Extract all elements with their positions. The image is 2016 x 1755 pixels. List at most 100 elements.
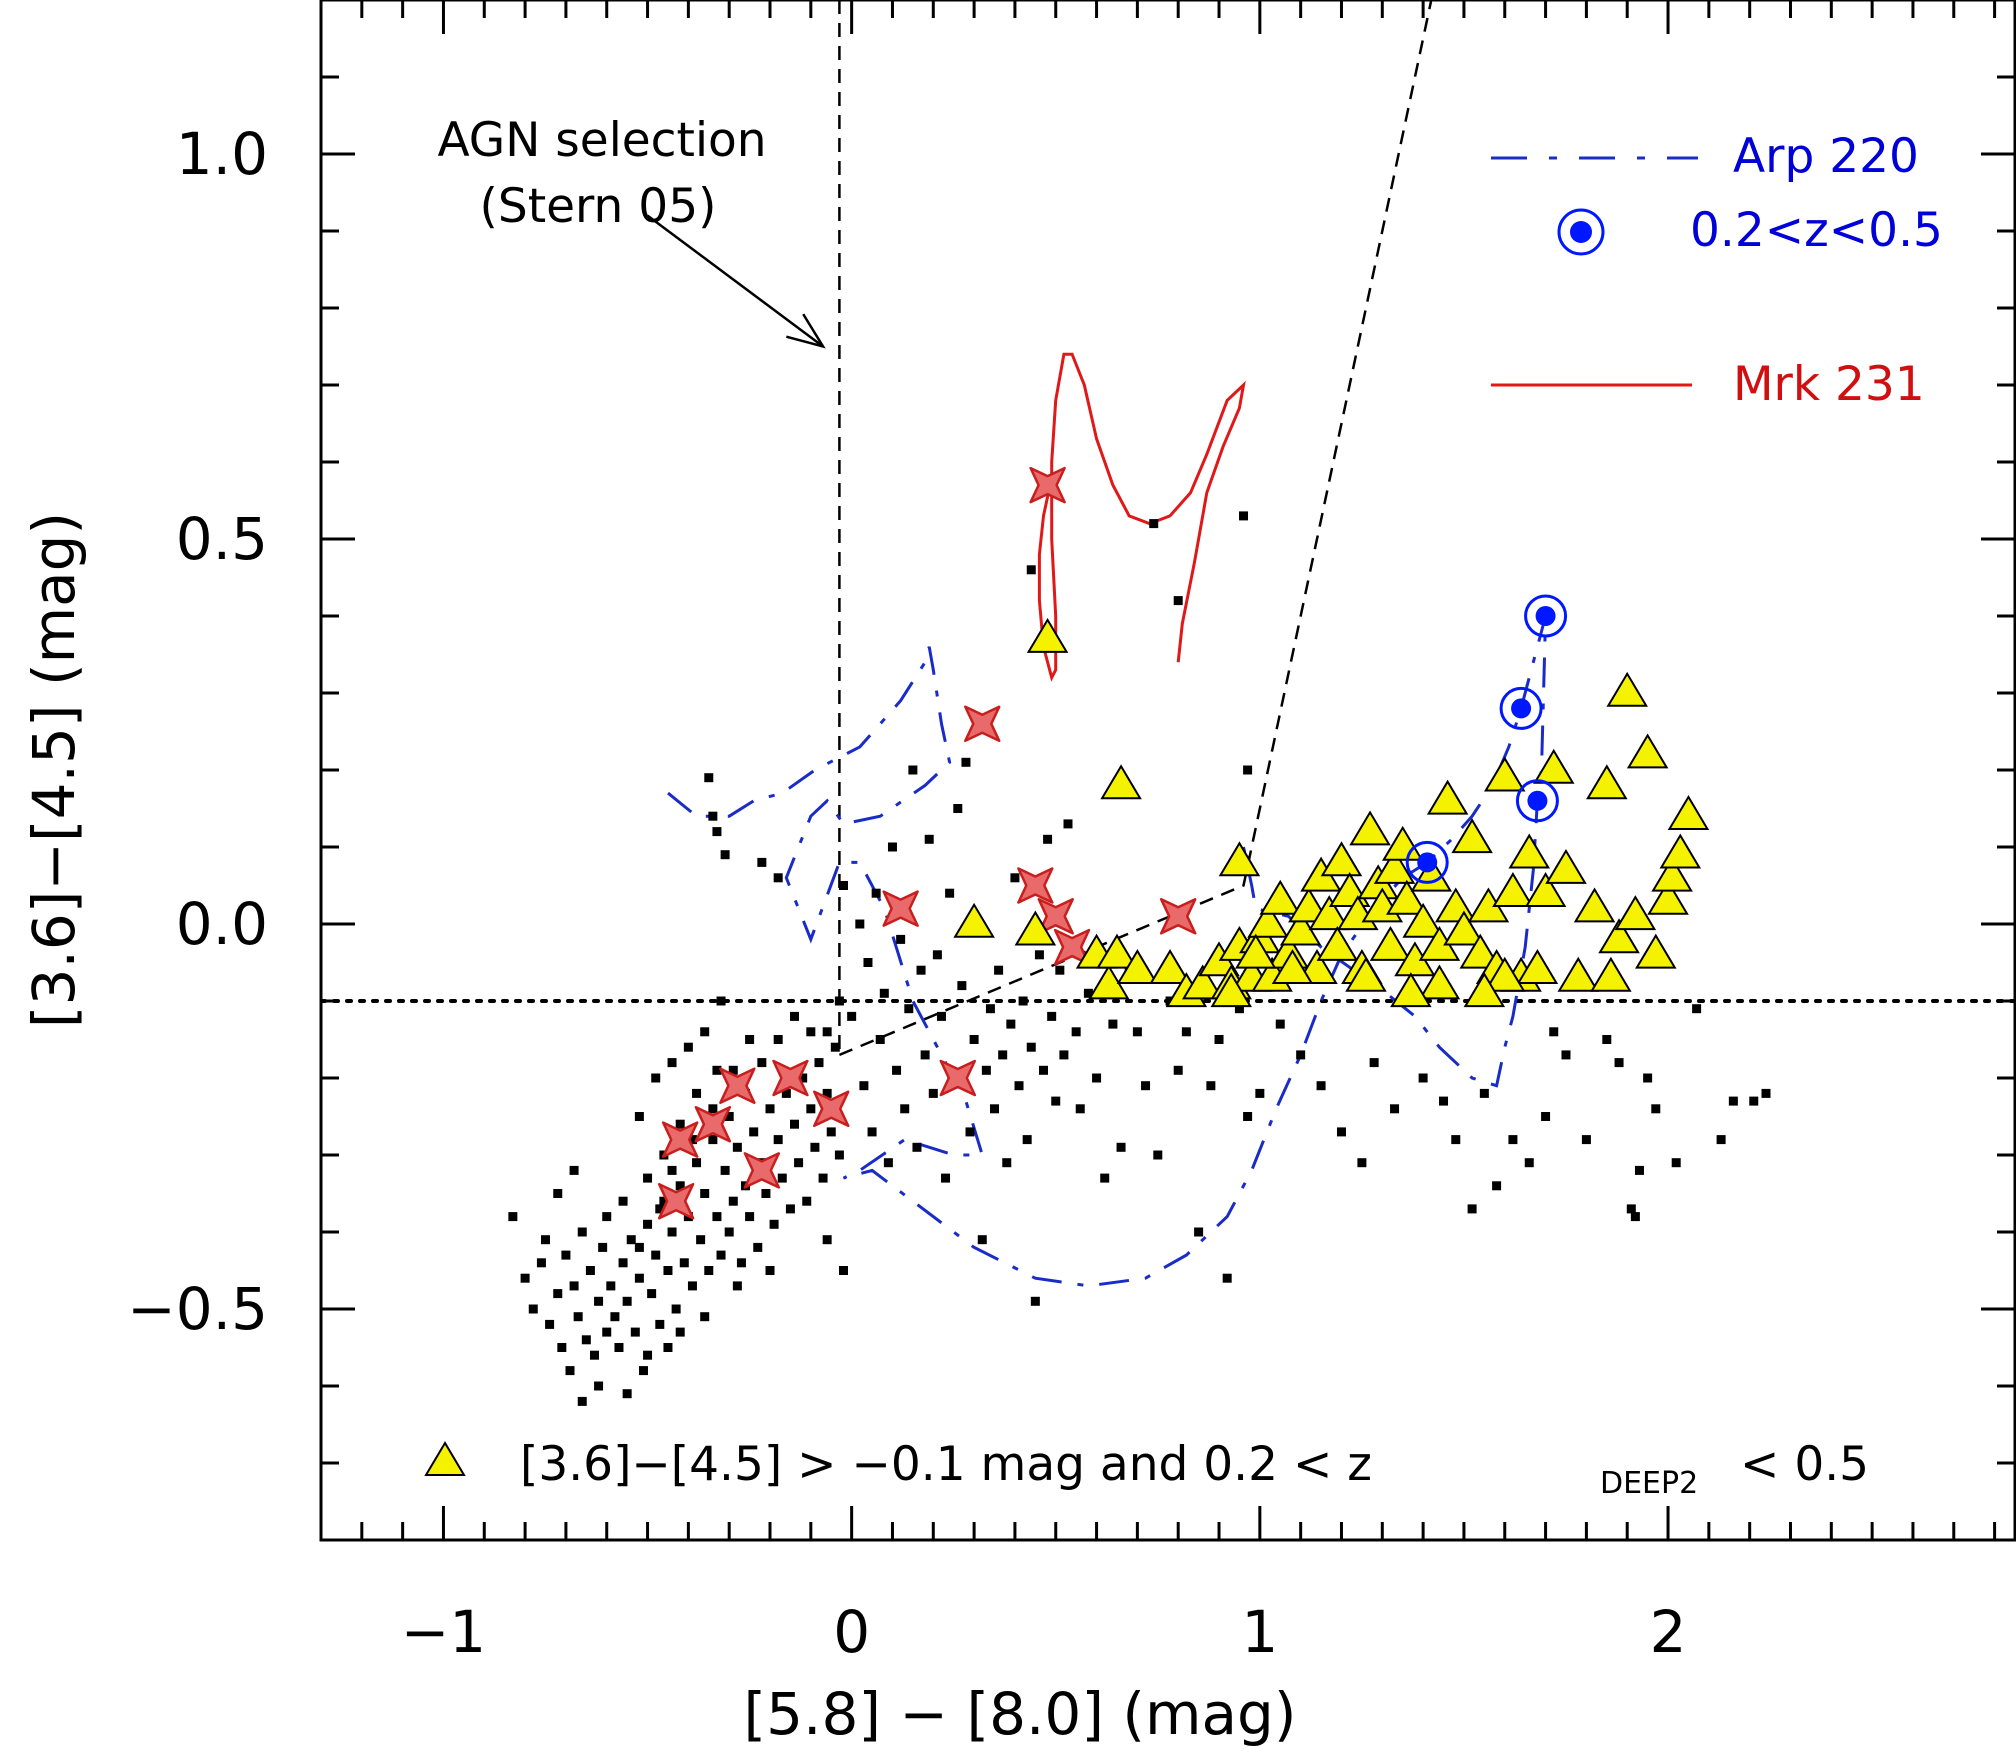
field-galaxy-point <box>1337 1127 1346 1136</box>
field-galaxy-point <box>1239 511 1248 520</box>
legend-triangle-label: [3.6]−[4.5] > −0.1 mag and 0.2 < z <box>520 1437 1372 1492</box>
field-galaxy-point <box>721 1166 730 1175</box>
field-galaxy-point <box>614 1343 623 1352</box>
field-galaxy-point <box>663 1266 672 1275</box>
field-galaxy-point <box>806 1027 815 1036</box>
y-axis: −0.50.00.51.0 <box>127 77 2015 1463</box>
field-galaxy-point <box>1194 1228 1203 1237</box>
y-tick-label: −0.5 <box>127 1275 268 1343</box>
field-galaxy-point <box>839 881 848 890</box>
x-tick-label: 1 <box>1241 1598 1278 1666</box>
field-galaxy-point <box>1255 1089 1264 1098</box>
field-galaxy-point <box>1019 997 1028 1006</box>
field-galaxy-point <box>1419 1074 1428 1083</box>
field-galaxy-point <box>651 1074 660 1083</box>
field-galaxy-point <box>859 1081 868 1090</box>
selected-triangle-point <box>1629 735 1667 767</box>
field-galaxy-point <box>1027 1043 1036 1052</box>
field-galaxy-point <box>1117 1143 1126 1152</box>
field-galaxy-point <box>745 1212 754 1221</box>
field-galaxy-point <box>1439 1097 1448 1106</box>
field-galaxy-point <box>761 1189 770 1198</box>
selected-triangle-point <box>1608 674 1646 706</box>
field-galaxy-point <box>635 1274 644 1283</box>
field-galaxy-point <box>1651 1104 1660 1113</box>
field-galaxy-point <box>635 1243 644 1252</box>
field-galaxy-point <box>1063 819 1072 828</box>
field-galaxy-point <box>1243 766 1252 775</box>
field-galaxy-point <box>786 1204 795 1213</box>
selected-triangle-point <box>1669 797 1707 829</box>
field-galaxy-point <box>1206 1081 1215 1090</box>
field-galaxy-point <box>668 1058 677 1067</box>
red-star-point <box>884 892 918 926</box>
field-galaxy-point <box>1182 1027 1191 1036</box>
legend-z-range-label: 0.2<z<0.5 <box>1690 203 1943 258</box>
field-galaxy-point <box>1749 1097 1758 1106</box>
field-galaxy-point <box>819 1174 828 1183</box>
legend-triangle-tail: < 0.5 <box>1740 1437 1869 1492</box>
field-galaxy-point <box>990 1104 999 1113</box>
field-galaxy-point <box>582 1335 591 1344</box>
field-galaxy-point <box>578 1397 587 1406</box>
field-galaxy-point <box>684 1043 693 1052</box>
field-galaxy-point <box>1010 873 1019 882</box>
agn-annotation: AGN selection (Stern 05) <box>437 113 823 347</box>
field-galaxy-point <box>541 1235 550 1244</box>
field-galaxy-point <box>1635 1166 1644 1175</box>
field-galaxy-point <box>921 1050 930 1059</box>
selected-triangle-point <box>1371 928 1409 960</box>
field-galaxy-point <box>1561 1050 1570 1059</box>
red-star-point <box>965 707 999 741</box>
selected-triangle-point <box>1661 836 1699 868</box>
field-galaxy-point <box>578 1228 587 1237</box>
field-galaxy-point <box>602 1212 611 1221</box>
field-galaxy-point <box>814 1058 823 1067</box>
field-galaxy-point <box>1525 1158 1534 1167</box>
field-galaxy-point <box>757 858 766 867</box>
field-galaxy-point <box>912 1143 921 1152</box>
field-galaxy-point <box>619 1197 628 1206</box>
field-galaxy-point <box>655 1320 664 1329</box>
x-tick-label: 2 <box>1650 1598 1687 1666</box>
field-galaxy-point <box>725 1228 734 1237</box>
field-galaxy-point <box>680 1258 689 1267</box>
field-galaxy-point <box>643 1174 652 1183</box>
field-galaxy-point <box>778 1174 787 1183</box>
field-galaxy-point <box>1153 1151 1162 1160</box>
field-galaxy-point <box>651 1251 660 1260</box>
field-galaxy-point <box>884 1158 893 1167</box>
field-galaxy-point <box>1141 1081 1150 1090</box>
field-galaxy-point <box>676 1328 685 1337</box>
field-galaxy-point <box>1370 1058 1379 1067</box>
field-galaxy-point <box>1223 1274 1232 1283</box>
field-galaxy-point <box>810 1143 819 1152</box>
field-galaxy-point <box>941 1174 950 1183</box>
x-tick-label: 0 <box>833 1598 870 1666</box>
selected-triangle-point <box>1029 620 1067 652</box>
field-galaxy-point <box>766 1104 775 1113</box>
field-galaxy-point <box>1035 950 1044 959</box>
field-galaxy-point <box>1002 1158 1011 1167</box>
selected-triangle-point <box>955 905 993 937</box>
field-galaxy-point <box>1051 1097 1060 1106</box>
field-galaxy-point <box>521 1274 530 1283</box>
field-galaxy-point <box>896 935 905 944</box>
field-galaxy-point <box>888 843 897 852</box>
red-star-point <box>1161 899 1195 933</box>
field-galaxy-point <box>704 1266 713 1275</box>
field-galaxy-point <box>672 1305 681 1314</box>
field-galaxy-point <box>900 1104 909 1113</box>
field-galaxy-point <box>994 966 1003 975</box>
selected-triangle-point <box>1318 928 1356 960</box>
field-galaxy-point <box>708 1104 717 1113</box>
field-galaxy-point <box>1092 1074 1101 1083</box>
field-galaxy-point <box>708 812 717 821</box>
field-galaxy-point <box>700 1189 709 1198</box>
field-galaxy-point <box>1276 1020 1285 1029</box>
field-galaxy-point <box>839 1266 848 1275</box>
field-galaxy-point <box>917 966 926 975</box>
field-galaxy-point <box>712 1212 721 1221</box>
field-galaxy-point <box>594 1382 603 1391</box>
field-galaxy-point <box>823 1235 832 1244</box>
